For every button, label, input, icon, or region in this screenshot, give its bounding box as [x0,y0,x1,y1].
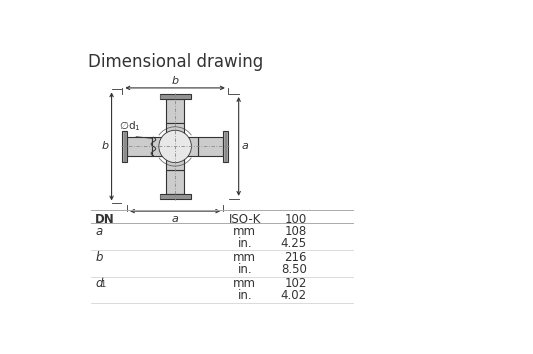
Text: in.: in. [238,236,252,250]
Text: d: d [95,277,103,290]
Text: mm: mm [233,225,256,238]
Text: a: a [172,214,179,224]
FancyBboxPatch shape [123,131,127,162]
Text: mm: mm [233,251,256,264]
Text: b: b [101,142,109,152]
Text: a: a [95,225,102,238]
Text: 216: 216 [285,251,307,264]
Text: Dimensional drawing: Dimensional drawing [88,53,264,71]
Text: 108: 108 [285,225,307,238]
Text: a: a [242,142,249,152]
Text: 4.02: 4.02 [281,289,307,302]
Text: 1: 1 [100,280,106,289]
FancyBboxPatch shape [159,194,191,199]
Ellipse shape [159,130,191,162]
Text: 4.25: 4.25 [281,236,307,250]
FancyBboxPatch shape [198,137,223,156]
FancyBboxPatch shape [159,94,191,99]
Text: b: b [172,76,179,86]
Text: 102: 102 [285,277,307,290]
FancyBboxPatch shape [223,131,228,162]
Text: b: b [95,251,103,264]
Text: mm: mm [233,277,256,290]
FancyBboxPatch shape [166,99,184,123]
Text: 8.50: 8.50 [281,263,307,276]
Text: $\varnothing$d$_1$: $\varnothing$d$_1$ [119,120,141,133]
Text: in.: in. [238,289,252,302]
Text: in.: in. [238,263,252,276]
Text: 100: 100 [285,213,307,225]
Polygon shape [152,123,198,170]
Text: DN: DN [95,213,115,225]
FancyBboxPatch shape [166,170,184,194]
Text: ISO-K: ISO-K [229,213,261,225]
FancyBboxPatch shape [127,137,152,156]
